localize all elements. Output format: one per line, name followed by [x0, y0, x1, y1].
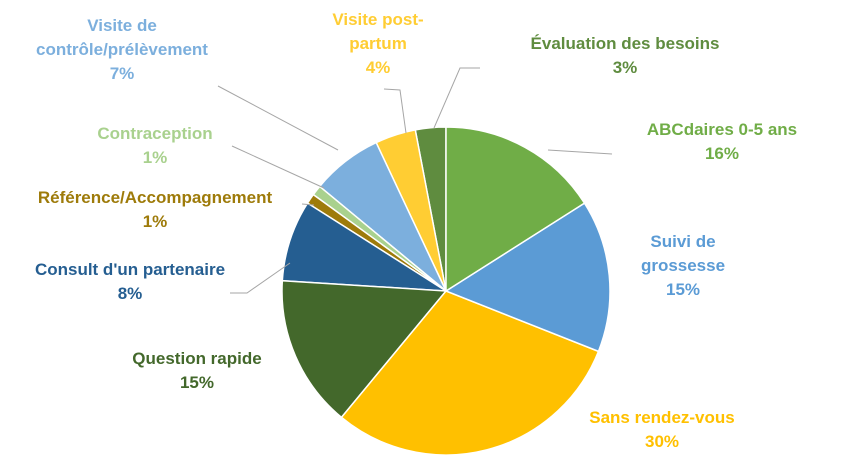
pie-slice	[445, 126, 586, 293]
slice-label: Question rapide 15%	[132, 347, 261, 395]
pie-slice	[281, 279, 448, 419]
slice-label: Visite post-partum 4%	[323, 8, 433, 80]
category-label: ABCdaires 0-5 ans	[646, 120, 798, 139]
slice-label: Suivi de grossesse 15%	[633, 230, 733, 302]
slice-label: Évaluation des besoins 3%	[531, 32, 720, 80]
value-label: 7%	[109, 64, 135, 83]
value-label: 8%	[117, 284, 143, 303]
category-label: Contraception	[97, 124, 213, 143]
value-label: 15%	[179, 373, 215, 392]
leader-line	[547, 149, 613, 155]
leader-line	[383, 88, 407, 134]
value-label: 16%	[704, 144, 740, 163]
pie-slice	[340, 290, 600, 456]
value-label: 1%	[142, 148, 168, 167]
slice-label: Sans rendez-vous 30%	[589, 406, 735, 454]
category-label: Sans rendez-vous	[589, 408, 735, 427]
slice-label: ABCdaires 0-5 ans 16%	[647, 118, 797, 166]
value-label: 1%	[142, 212, 168, 231]
category-label: Référence/Accompagnement	[37, 188, 273, 207]
value-label: 3%	[612, 58, 638, 77]
category-label: Consult d'un partenaire	[34, 260, 226, 279]
slice-label: Consult d'un partenaire 8%	[35, 258, 225, 306]
leader-line	[231, 145, 325, 189]
value-label: 30%	[644, 432, 680, 451]
leader-line	[301, 203, 315, 206]
slice-label: Contraception 1%	[97, 122, 212, 170]
leader-line	[217, 85, 339, 151]
leader-line	[230, 262, 291, 294]
leader-lines	[217, 67, 613, 294]
slice-label: Référence/Accompagnement 1%	[38, 186, 272, 234]
leader-line	[433, 67, 480, 129]
value-label: 4%	[365, 58, 391, 77]
pie-slice	[444, 202, 611, 353]
category-label: Évaluation des besoins	[530, 34, 720, 53]
category-label: Question rapide	[132, 349, 262, 368]
category-label: Suivi de grossesse	[640, 232, 726, 275]
category-label: Visite de contrôle/prélèvement	[36, 16, 208, 59]
slice-label: Visite de contrôle/prélèvement 7%	[22, 14, 222, 86]
category-label: Visite post-partum	[332, 10, 424, 53]
value-label: 15%	[665, 280, 701, 299]
